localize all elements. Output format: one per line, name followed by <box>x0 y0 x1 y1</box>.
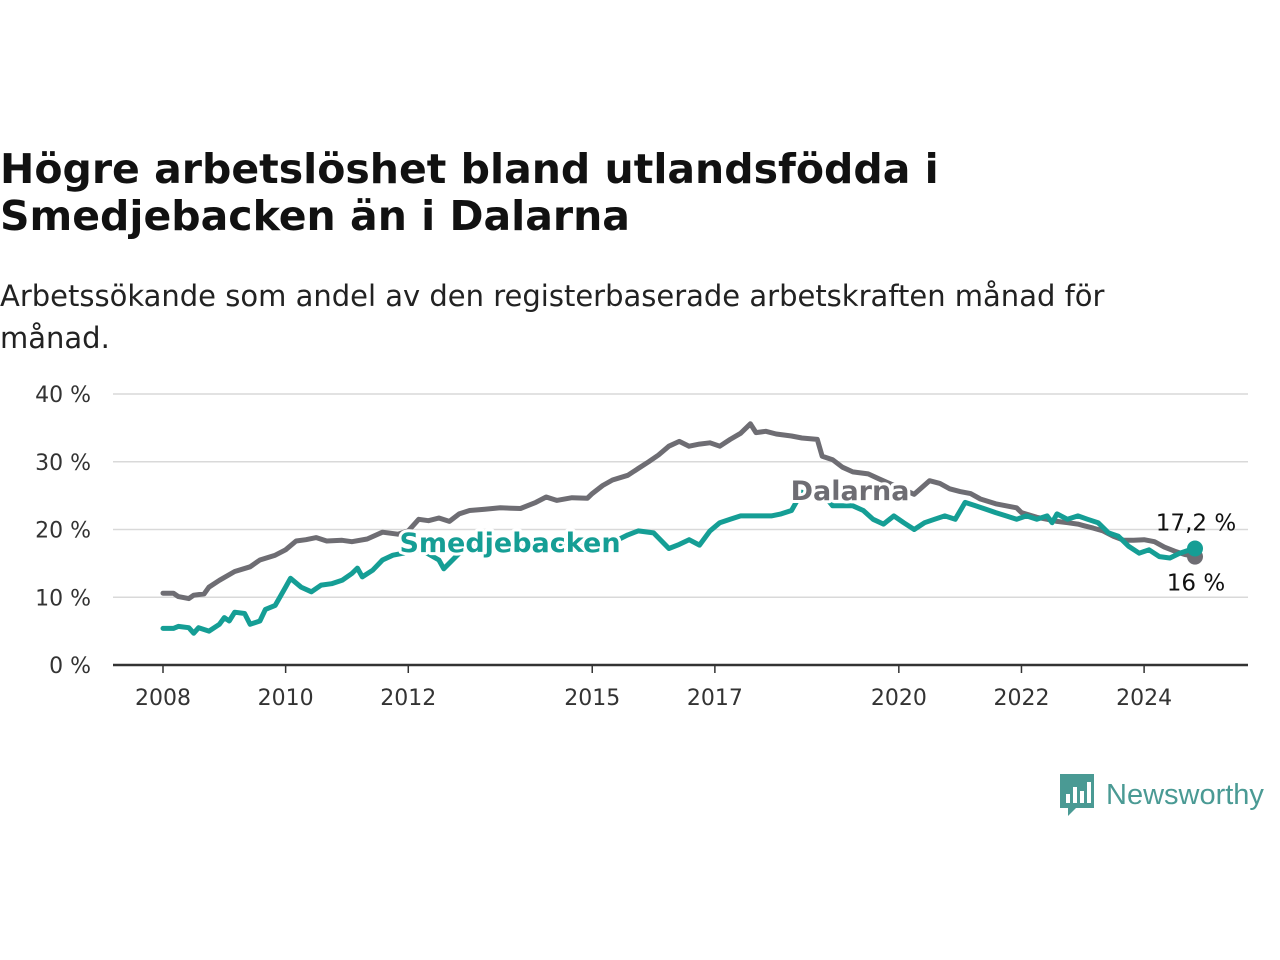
series-labels: Dalarna Smedjebacken 17,2 % 16 % <box>396 473 1236 597</box>
x-tick-label: 2010 <box>258 686 314 711</box>
series-lines <box>160 421 1203 636</box>
y-axis-tick-labels: 0 % 10 % 20 % 30 % 40 % <box>35 383 91 679</box>
x-tick-label: 2020 <box>871 686 927 711</box>
x-axis: 2008 2010 2012 2015 2017 2020 2022 2024 <box>113 663 1248 711</box>
x-tick-label: 2008 <box>135 686 191 711</box>
y-tick-label: 40 % <box>35 383 91 408</box>
x-tick-label: 2022 <box>993 686 1049 711</box>
y-tick-label: 20 % <box>35 519 91 544</box>
x-tick-label: 2012 <box>380 686 436 711</box>
newsworthy-logo-icon <box>1060 774 1094 816</box>
series-label-dalarna: Dalarna <box>791 476 910 507</box>
end-point-smedjebacken <box>1187 540 1203 557</box>
chart-title: Högre arbetslöshet bland utlandsfödda i … <box>0 145 939 240</box>
newsworthy-logo: Newsworthy <box>1058 772 1264 818</box>
series-line-dalarna <box>160 421 1198 602</box>
x-tick-label: 2017 <box>687 686 743 711</box>
y-tick-label: 10 % <box>35 586 91 611</box>
line-chart: 0 % 10 % 20 % 30 % 40 % 2008 2010 2012 2015 2017… <box>35 383 1248 711</box>
brand-name: Newsworthy <box>1106 778 1264 811</box>
series-line-smedjebacken <box>160 486 1198 636</box>
gridlines <box>113 393 1248 598</box>
end-value-label-dalarna: 16 % <box>1167 571 1225 597</box>
x-tick-label: 2024 <box>1116 686 1172 711</box>
chart-subtitle: Arbetssökande som andel av den registerb… <box>0 279 1105 355</box>
x-tick-label: 2015 <box>564 686 620 711</box>
end-value-label-smedjebacken: 17,2 % <box>1156 510 1236 536</box>
series-label-smedjebacken: Smedjebacken <box>399 528 620 559</box>
y-tick-label: 0 % <box>49 654 91 679</box>
y-tick-label: 30 % <box>35 451 91 476</box>
